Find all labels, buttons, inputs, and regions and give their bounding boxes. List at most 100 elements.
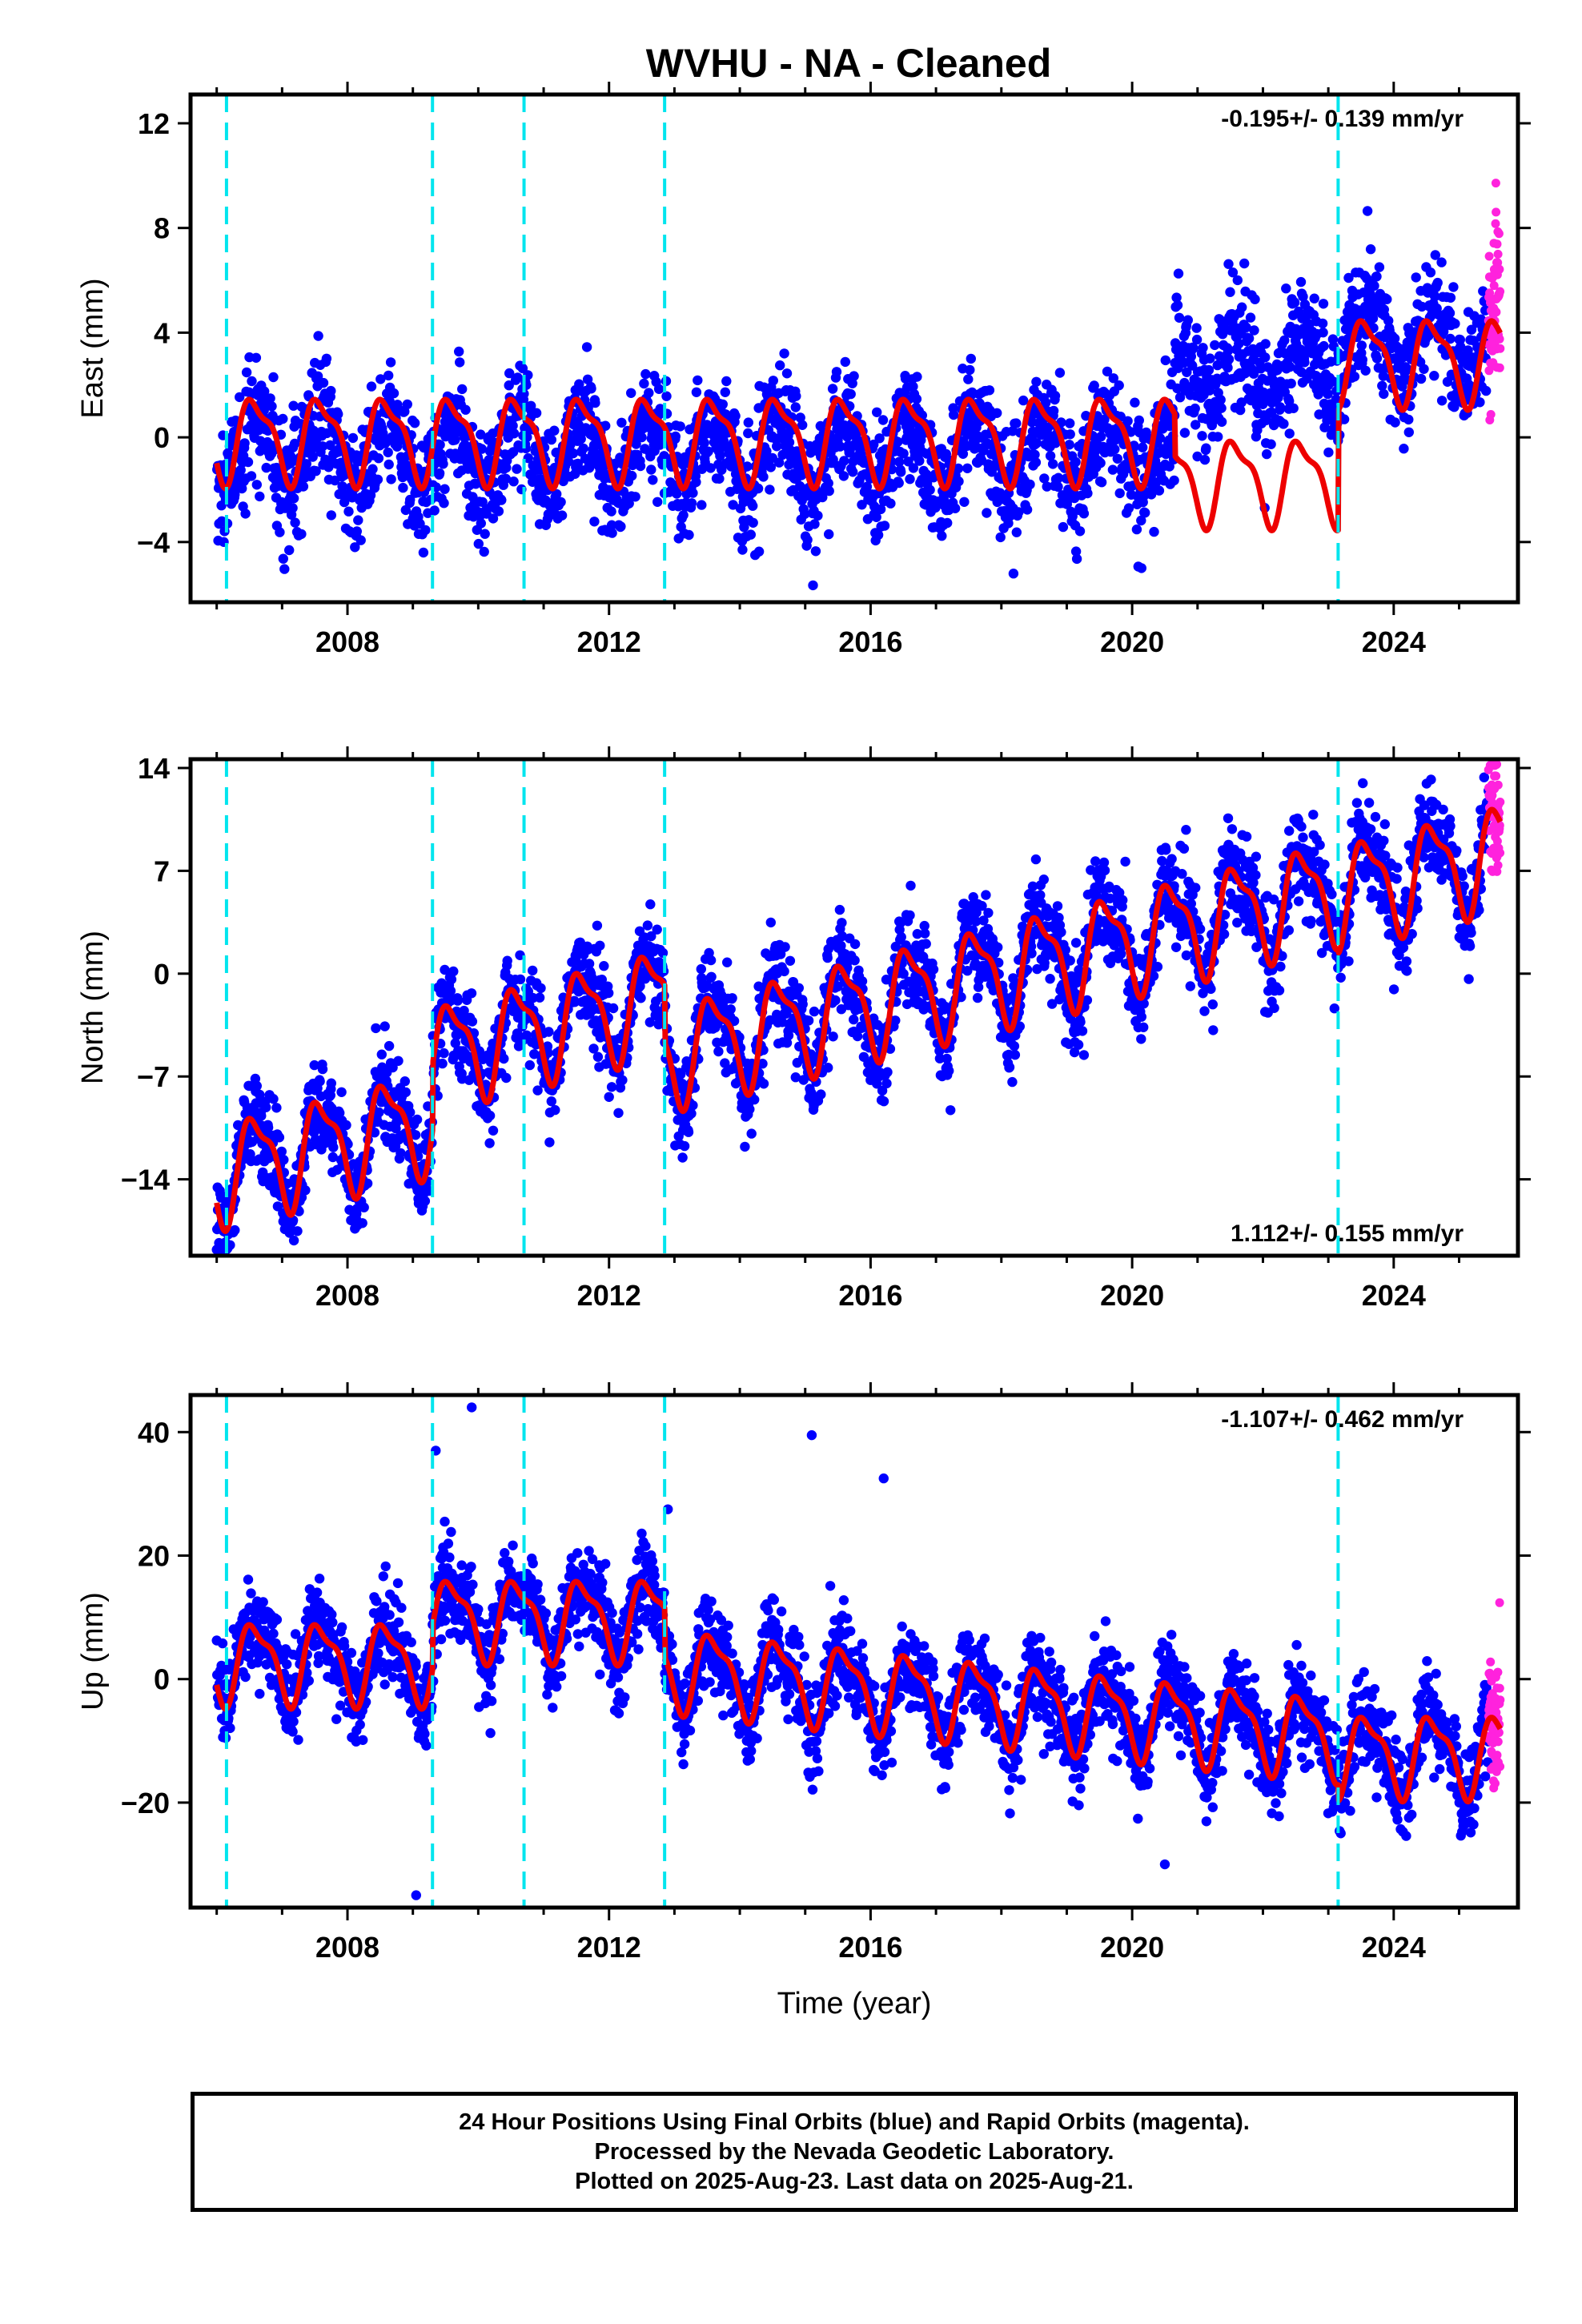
data-point: [556, 497, 566, 508]
data-point: [496, 495, 507, 505]
data-point: [785, 955, 796, 967]
rapid-point: [1494, 229, 1504, 239]
data-point: [824, 529, 834, 540]
data-point: [274, 1132, 285, 1143]
data-point: [278, 413, 288, 424]
data-point: [1122, 416, 1133, 426]
data-point: [1070, 456, 1081, 468]
data-point: [288, 400, 299, 411]
data-point: [476, 429, 486, 440]
data-point: [640, 368, 651, 380]
data-point: [600, 420, 611, 431]
data-point: [848, 467, 858, 477]
data-point: [645, 899, 656, 910]
data-point: [434, 468, 445, 479]
data-point: [218, 1258, 227, 1268]
data-point: [1197, 431, 1207, 441]
data-point: [800, 509, 810, 520]
data-point: [1284, 428, 1295, 439]
data-point: [336, 1087, 347, 1098]
data-point: [278, 553, 288, 564]
data-point: [797, 420, 808, 430]
data-point: [350, 542, 360, 553]
data-point: [753, 483, 764, 494]
data-point: [246, 471, 257, 481]
data-point: [556, 510, 568, 521]
data-point: [524, 1059, 535, 1071]
data-point: [1399, 444, 1409, 454]
data-point: [840, 356, 851, 368]
data-point: [374, 1107, 384, 1118]
data-point: [635, 460, 646, 472]
data-point: [251, 1080, 262, 1092]
data-point: [347, 432, 359, 444]
data-point: [326, 385, 336, 396]
data-point: [385, 357, 396, 368]
data-point: [1169, 475, 1179, 486]
data-point: [271, 1103, 282, 1113]
data-point: [357, 1218, 367, 1228]
data-point: [893, 477, 904, 489]
data-point: [1250, 294, 1260, 304]
data-point: [502, 955, 512, 966]
data-point: [383, 447, 393, 458]
data-point: [1191, 334, 1203, 345]
data-point: [1008, 569, 1019, 579]
data-point: [959, 497, 970, 507]
data-point: [630, 492, 640, 502]
data-point: [1403, 414, 1414, 425]
data-point: [1174, 392, 1186, 403]
data-point: [341, 1120, 351, 1131]
y-tick-label: 8: [154, 212, 170, 245]
data-point: [905, 474, 915, 485]
data-point: [616, 521, 626, 532]
data-point: [914, 456, 925, 466]
data-point: [311, 466, 321, 476]
data-point: [549, 425, 560, 436]
data-point: [455, 357, 465, 368]
data-point: [290, 517, 300, 528]
data-point: [450, 435, 460, 445]
data-point: [705, 463, 716, 473]
data-point: [777, 449, 788, 460]
data-point: [1299, 357, 1310, 368]
data-point: [239, 438, 250, 448]
data-point: [534, 992, 545, 1003]
rapid-point: [1492, 239, 1502, 249]
data-point: [1232, 275, 1243, 286]
data-point: [1031, 438, 1042, 448]
data-point: [328, 1142, 339, 1152]
data-point: [1011, 418, 1022, 428]
data-point: [1296, 367, 1307, 377]
data-point: [578, 443, 588, 454]
rapid-point: [1486, 410, 1496, 419]
data-point: [672, 489, 682, 499]
data-point: [326, 510, 336, 521]
data-point: [1130, 397, 1140, 408]
data-point: [586, 384, 596, 394]
data-point: [351, 526, 362, 537]
data-point: [1455, 335, 1466, 345]
model-fit-line: [214, 318, 1503, 533]
data-point: [582, 374, 593, 384]
data-point: [508, 428, 520, 439]
data-point: [963, 374, 974, 384]
data-point: [652, 497, 663, 507]
data-point: [920, 928, 930, 939]
data-point: [992, 408, 1002, 418]
data-point: [966, 353, 977, 364]
data-point: [1319, 340, 1329, 352]
rapid-point: [1496, 287, 1505, 296]
data-point: [679, 1140, 690, 1152]
data-point: [753, 546, 765, 557]
data-point: [1416, 301, 1427, 312]
data-point: [1331, 394, 1342, 404]
y-tick-label: 4: [154, 316, 170, 349]
data-point: [714, 473, 725, 484]
data-point: [837, 918, 847, 928]
data-point: [1377, 380, 1387, 391]
data-point: [1053, 472, 1064, 483]
data-point: [251, 480, 262, 490]
data-point: [1445, 292, 1456, 303]
